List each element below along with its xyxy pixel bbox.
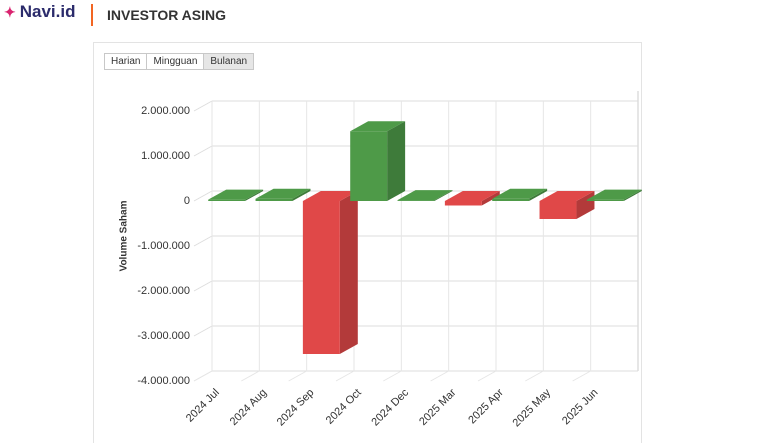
- x-tick-label: 2025 May: [511, 386, 554, 429]
- bar-side: [481, 191, 500, 206]
- grid-depth: [383, 370, 402, 382]
- grid-depth: [193, 145, 213, 157]
- tab-button[interactable]: Bulanan: [203, 53, 255, 70]
- chart: Volume Saham -4.000.000 -3.000.000 -2.000.…: [119, 91, 642, 429]
- bar: [444, 201, 482, 206]
- y-tick-label: 2.000.000: [141, 105, 190, 117]
- bar-side: [529, 188, 548, 201]
- x-tick-label: 2025 Mar: [417, 386, 459, 428]
- bar-side: [245, 189, 264, 201]
- bar-top: [444, 191, 500, 201]
- bar-side: [623, 189, 642, 201]
- chart-card: [93, 42, 642, 443]
- x-tick-label: 2024 Dec: [369, 386, 411, 428]
- bar-top: [208, 189, 264, 200]
- bar: [492, 198, 530, 201]
- grid-depth: [572, 370, 591, 382]
- bar: [302, 201, 340, 354]
- bar-top: [302, 191, 358, 201]
- bar-top: [255, 188, 311, 199]
- grid-depth: [335, 370, 355, 382]
- grid-depth: [241, 370, 260, 382]
- tab-button[interactable]: Mingguan: [146, 53, 205, 70]
- y-axis-title: Volume Saham: [119, 200, 130, 271]
- divider: [91, 4, 93, 26]
- bar-side: [339, 191, 358, 354]
- logo-text: Navi.id: [19, 2, 76, 21]
- y-tick-label: 1.000.000: [141, 150, 190, 162]
- bar: [255, 198, 293, 201]
- grid-depth: [193, 190, 213, 202]
- bar-top: [397, 190, 453, 201]
- bar: [208, 199, 246, 201]
- x-tick-label: 2025 Jun: [560, 387, 600, 427]
- bar-side: [292, 188, 311, 201]
- y-tick-label: -4.000.000: [137, 375, 190, 387]
- bar: [539, 201, 577, 219]
- page-title: INVESTOR ASING: [107, 7, 227, 23]
- grid-depth: [525, 370, 544, 382]
- period-tabs: Harian Mingguan Bulanan: [104, 53, 255, 70]
- y-tick-label: 0: [184, 195, 190, 207]
- logo[interactable]: ✦ Navi.id: [4, 2, 75, 22]
- x-tick-label: 2024 Aug: [228, 387, 269, 428]
- bar-top: [586, 189, 642, 200]
- grid-depth: [193, 325, 213, 337]
- tab-button[interactable]: Harian: [104, 53, 148, 70]
- y-tick-label: -3.000.000: [137, 330, 190, 342]
- page: ✦ Navi.id INVESTOR ASING Harian Mingguan …: [4, 2, 642, 443]
- bar-side: [434, 190, 453, 201]
- x-tick-label: 2025 Apr: [466, 386, 506, 426]
- grid-depth: [477, 370, 497, 382]
- grid-depth: [430, 370, 449, 382]
- bar-top: [539, 191, 595, 201]
- grid-depth: [193, 280, 213, 292]
- grid-depth: [288, 370, 307, 382]
- bar-top: [492, 188, 548, 199]
- logo-icon: ✦: [4, 3, 16, 20]
- y-tick-label: -2.000.000: [137, 285, 190, 297]
- x-tick-label: 2024 Jul: [184, 387, 222, 425]
- bar: [586, 199, 624, 201]
- y-tick-label: -1.000.000: [137, 240, 190, 252]
- bar: [397, 200, 435, 201]
- grid-depth: [193, 370, 213, 382]
- bar-top: [350, 121, 406, 132]
- bar: [350, 131, 388, 201]
- bar-side: [387, 121, 406, 201]
- grid-depth: [193, 235, 213, 247]
- grid-depth: [193, 100, 213, 112]
- x-tick-label: 2024 Sep: [275, 387, 317, 429]
- x-tick-label: 2024 Oct: [324, 387, 364, 427]
